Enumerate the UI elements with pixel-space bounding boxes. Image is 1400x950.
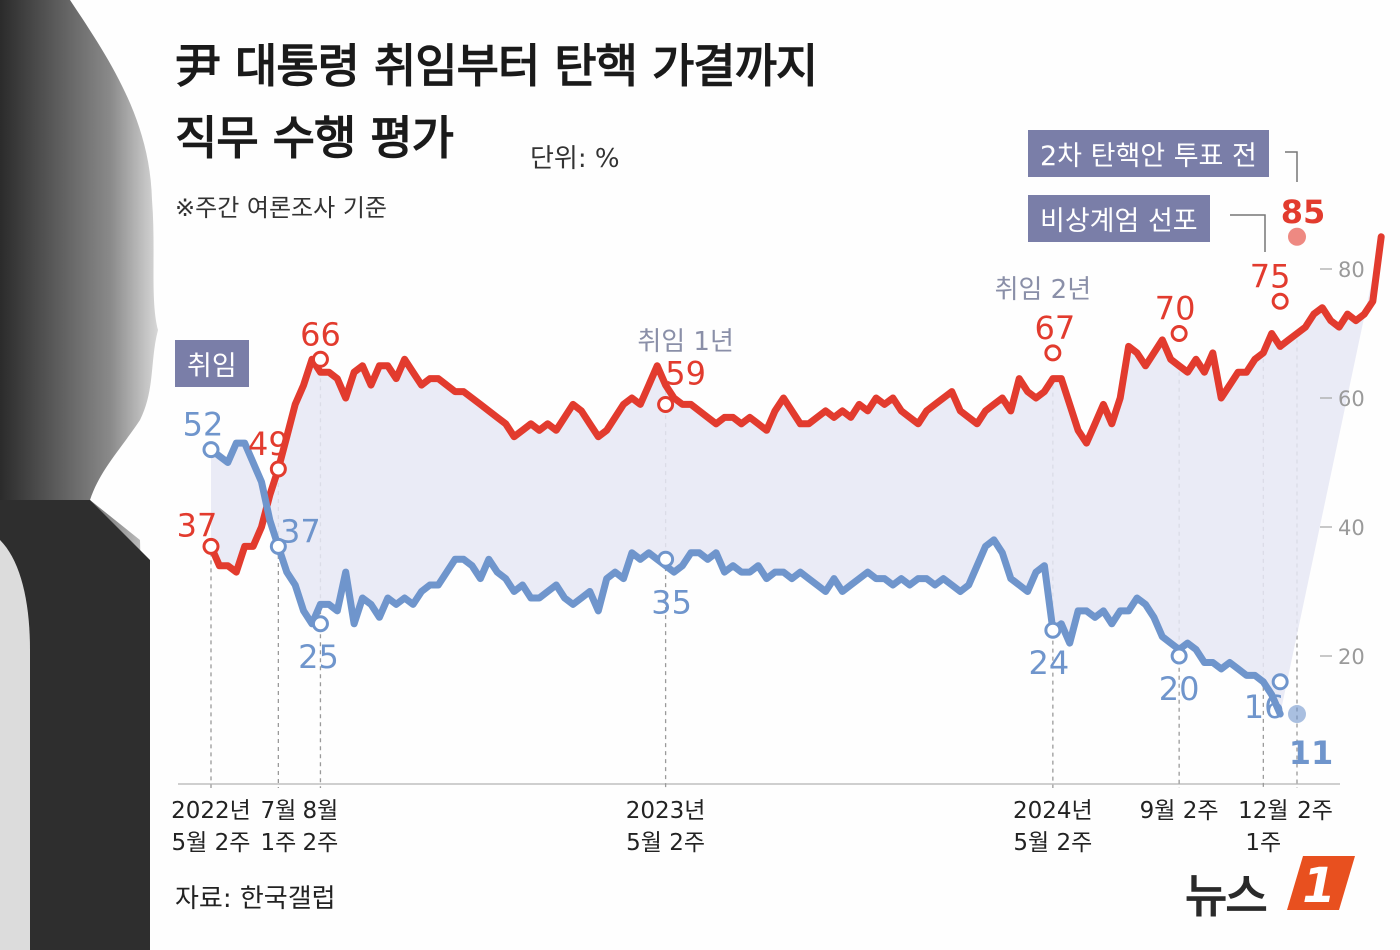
- martial-tag-connector: [1230, 214, 1266, 252]
- positive-point-115: [1170, 647, 1188, 665]
- martial-law-tag: 비상계엄 선포: [1028, 195, 1210, 242]
- positive-value-label-129: 11: [1289, 734, 1334, 772]
- x-tick-label-3-line2: 5월 2주: [626, 830, 705, 856]
- unit-label: 단위: %: [530, 144, 620, 174]
- x-tick-label-4-line2: 5월 2주: [1013, 830, 1092, 856]
- logo-badge-icon: 1: [1287, 856, 1355, 914]
- positive-value-label-100: 24: [1029, 644, 1070, 682]
- y-tick-label-80: 80: [1338, 258, 1365, 282]
- source-label: 자료: 한국갤럽: [175, 884, 336, 914]
- x-tick-label-4-line1: 2024년: [1013, 798, 1093, 824]
- positive-point-54: [657, 550, 675, 568]
- positive-value-label-0: 52: [183, 406, 224, 444]
- survey-note: ※주간 여론조사 기준: [175, 194, 388, 222]
- negative-value-label-54: 59: [665, 354, 706, 392]
- positive-point-129: [1288, 705, 1306, 724]
- negative-value-label-8: 49: [248, 425, 289, 463]
- negative-point-129: [1288, 227, 1306, 246]
- inauguration-tag: 취임: [175, 340, 249, 387]
- negative-point-13: [311, 350, 329, 368]
- x-tick-label-2-line2: 2주: [303, 830, 339, 856]
- gap-band: [211, 236, 1382, 715]
- x-tick-label-2-line1: 8월: [303, 798, 339, 824]
- x-tick-label-6-line1: 12월: [1238, 798, 1288, 824]
- negative-point-127: [1271, 292, 1289, 310]
- logo-mark: 1: [1302, 858, 1335, 914]
- negative-point-54: [657, 395, 675, 413]
- y-tick-label-60: 60: [1338, 387, 1365, 411]
- vote-tag-connector: [1285, 151, 1298, 182]
- x-tick-label-7-line1: 2주: [1297, 798, 1333, 824]
- positive-value-label-8: 37: [280, 512, 321, 550]
- negative-value-label-127: 75: [1250, 257, 1291, 295]
- positive-value-label-13: 25: [298, 638, 339, 676]
- chart-title-line2: 직무 수행 평가: [175, 111, 454, 165]
- positive-value-label-127: 16: [1244, 688, 1285, 726]
- positive-point-0: [202, 441, 220, 459]
- negative-series-line: [207, 233, 1385, 576]
- chart-title-line1: 尹 대통령 취임부터 탄핵 가결까지: [175, 39, 818, 93]
- milestone-one-year: 취임 1년: [637, 327, 734, 357]
- x-tick-label-1-line2: 1주: [260, 830, 296, 856]
- y-tick-label-20: 20: [1338, 645, 1365, 669]
- positive-point-100: [1044, 621, 1062, 639]
- x-tick-label-3-line1: 2023년: [626, 798, 706, 824]
- negative-value-label-129: 85: [1281, 193, 1326, 231]
- positive-series-line: [207, 439, 1284, 718]
- x-tick-label-5-line1: 9월 2주: [1140, 798, 1219, 824]
- milestone-two-years: 취임 2년: [995, 275, 1092, 305]
- negative-point-8: [269, 460, 287, 478]
- negative-point-0: [202, 537, 220, 555]
- positive-point-127: [1271, 673, 1289, 691]
- x-tick-label-0-line2: 5월 2주: [172, 830, 251, 856]
- positive-value-label-54: 35: [651, 583, 692, 621]
- positive-point-8: [269, 537, 287, 555]
- positive-value-label-115: 20: [1159, 670, 1200, 708]
- portrait-silhouette: [0, 0, 158, 950]
- x-tick-label-1-line1: 7월: [260, 798, 296, 824]
- second-impeachment-vote-tag: 2차 탄핵안 투표 전: [1028, 130, 1269, 177]
- x-tick-label-6-line2: 1주: [1245, 830, 1281, 856]
- negative-value-label-0: 37: [177, 506, 218, 544]
- logo-text: 뉴스: [1185, 869, 1268, 923]
- negative-value-label-115: 70: [1155, 290, 1196, 328]
- negative-value-label-13: 66: [300, 315, 341, 353]
- y-tick-label-40: 40: [1338, 516, 1365, 540]
- negative-point-115: [1170, 325, 1188, 342]
- negative-value-label-100: 67: [1035, 309, 1076, 347]
- negative-point-100: [1044, 344, 1062, 362]
- positive-point-13: [311, 615, 329, 633]
- x-tick-label-0-line1: 2022년: [171, 798, 251, 824]
